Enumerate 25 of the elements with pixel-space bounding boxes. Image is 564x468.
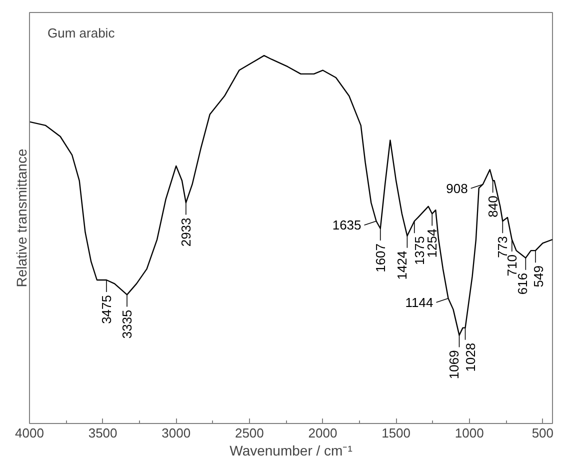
- annotation: 2933: [178, 218, 194, 247]
- annotation: 3335: [120, 310, 135, 339]
- x-tick-label: 3500: [88, 426, 118, 440]
- x-tick-label: 2000: [308, 426, 338, 440]
- annotation: 3475: [98, 295, 114, 324]
- y-axis-title: Relative transmittance: [14, 148, 30, 288]
- x-tick-label: 1000: [454, 426, 484, 440]
- annotation: 1028: [462, 342, 478, 372]
- chart-title: Gum arabic: [48, 26, 116, 40]
- annotation: 1144: [405, 294, 434, 310]
- annotation: 840: [485, 196, 500, 218]
- x-tick-label: 4000: [15, 426, 44, 440]
- x-axis-title: Wavenumber / cm⁻¹: [230, 442, 353, 458]
- x-tick-label: 3000: [162, 426, 191, 440]
- annotation: 1424: [394, 250, 410, 280]
- annotation: 908: [446, 180, 468, 196]
- annotation: 1635: [332, 218, 362, 233]
- annotation: 1375: [412, 236, 427, 266]
- annotation: 1254: [424, 228, 440, 258]
- annotation: 1607: [372, 243, 388, 272]
- annotation: 1069: [446, 350, 462, 380]
- x-tick-label: 500: [532, 426, 554, 440]
- annotation: 549: [530, 266, 546, 288]
- x-tick-label: 1500: [382, 426, 411, 440]
- x-tick-label: 2500: [234, 426, 264, 440]
